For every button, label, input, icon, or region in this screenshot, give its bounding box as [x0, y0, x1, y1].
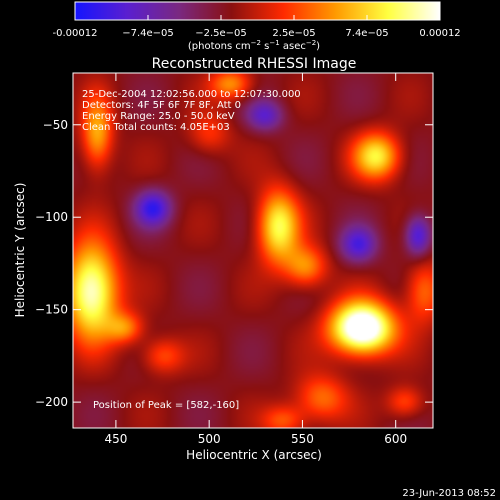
annotation-clean-counts: Clean Total counts: 4.05E+03 [82, 122, 230, 133]
colorbar-ticks: -0.00012 −7.4e−05 −2.5e−05 2.5e−05 7.4e−05 0.… [53, 15, 461, 39]
x-tick-label: 600 [384, 432, 407, 446]
y-tick-label: −200 [35, 395, 68, 409]
annotation-time-range: 25-Dec-2004 12:02:56.000 to 12:07:30.000 [82, 89, 301, 100]
colorbar-tick-label: -0.00012 [53, 28, 98, 39]
colorbar-tick-label: −2.5e−05 [195, 28, 247, 39]
footer-timestamp: 23-Jun-2013 08:52 [402, 488, 496, 499]
heatmap-image [73, 73, 433, 428]
colorbar [74, 1, 441, 21]
y-axis-label: Heliocentric Y (arcsec) [13, 183, 27, 318]
x-tick-label: 450 [104, 432, 127, 446]
annotation-peak-position: Position of Peak = [582,-160] [93, 400, 239, 411]
colorbar-unit-label: (photons cm−2 s−1 asec−2) [188, 39, 320, 52]
x-tick-label: 500 [198, 432, 221, 446]
annotation-detectors: Detectors: 4F 5F 6F 7F 8F, Att 0 [82, 100, 241, 111]
y-axis-ticks: −50 −100 −150 −200 [35, 118, 433, 409]
colorbar-tick-label: 2.5e−05 [272, 28, 315, 39]
annotation-energy: Energy Range: 25.0 - 50.0 keV [82, 111, 235, 122]
x-axis-label: Heliocentric X (arcsec) [186, 448, 322, 462]
colorbar-tick-label: −7.4e−05 [122, 28, 174, 39]
annotation-block: 25-Dec-2004 12:02:56.000 to 12:07:30.000… [82, 89, 301, 411]
x-tick-label: 550 [291, 432, 314, 446]
chart-title: Reconstructed RHESSI Image [152, 56, 357, 72]
colorbar-tick-label: 0.00012 [419, 28, 460, 39]
y-tick-label: −50 [43, 118, 68, 132]
colorbar-tick-label: 7.4e−05 [345, 28, 388, 39]
plot-frame [72, 72, 434, 429]
x-axis-ticks: 450 500 550 600 [104, 73, 407, 446]
y-tick-label: −100 [35, 210, 68, 224]
y-tick-label: −150 [35, 303, 68, 317]
